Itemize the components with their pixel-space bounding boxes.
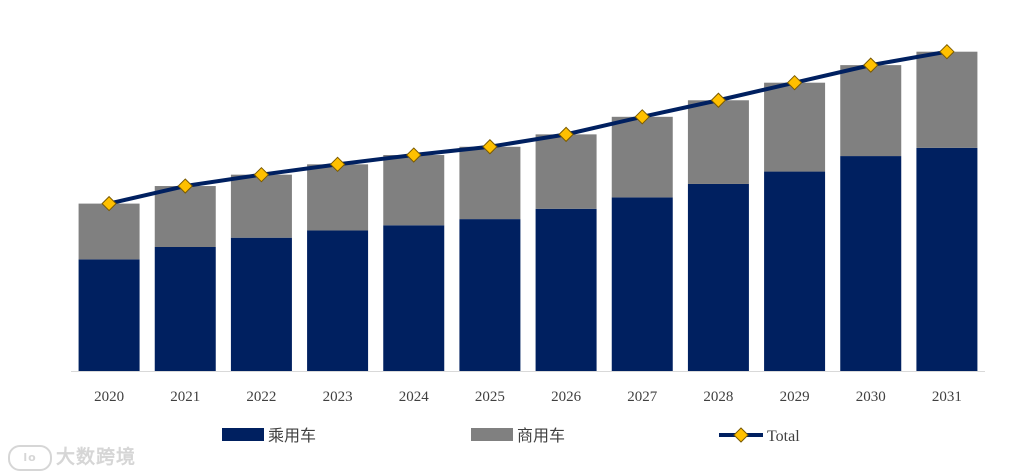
bar-passenger-2021 xyxy=(154,247,216,371)
bar-passenger-2024 xyxy=(383,225,445,371)
bar-commercial-2021 xyxy=(154,186,216,247)
watermark-text: 大数跨境 xyxy=(56,446,137,468)
bar-commercial-2020 xyxy=(78,203,140,260)
bar-commercial-2023 xyxy=(307,164,369,231)
legend-swatch-total-marker xyxy=(733,427,749,443)
x-tick-2030: 2030 xyxy=(856,389,886,405)
legend-label-passenger: 乘用车 xyxy=(268,427,316,445)
bar-passenger-2030 xyxy=(840,156,902,371)
x-tick-2026: 2026 xyxy=(551,389,582,405)
bar-commercial-2022 xyxy=(230,174,292,238)
bar-commercial-2026 xyxy=(535,134,597,209)
bar-passenger-2022 xyxy=(230,237,292,371)
bar-commercial-2025 xyxy=(459,146,521,220)
total-marker-2020 xyxy=(101,195,117,212)
bars-group xyxy=(78,51,978,371)
watermark: lo 大数跨境 xyxy=(8,442,136,471)
x-tick-2022: 2022 xyxy=(246,389,276,405)
total-markers-group xyxy=(101,43,955,212)
bar-passenger-2028 xyxy=(687,183,749,371)
total-marker-2027 xyxy=(634,109,650,125)
total-marker-2025 xyxy=(482,139,498,155)
bar-passenger-2023 xyxy=(307,230,369,371)
bar-commercial-2030 xyxy=(840,65,902,157)
x-tick-2031: 2031 xyxy=(932,389,962,405)
x-axis-ticks: 2020 2021 2022 2023 2024 2025 2026 2027 2028 2029… xyxy=(94,389,962,405)
total-line xyxy=(108,49,948,206)
bar-passenger-2020 xyxy=(78,259,140,371)
bar-commercial-2027 xyxy=(611,116,673,198)
bar-commercial-2028 xyxy=(687,100,749,184)
total-marker-2031 xyxy=(939,43,955,60)
bar-passenger-2029 xyxy=(764,171,826,371)
legend-swatch-commercial xyxy=(471,428,513,441)
bar-passenger-2025 xyxy=(459,219,521,371)
total-marker-2026 xyxy=(558,126,574,143)
bar-commercial-2029 xyxy=(764,82,826,172)
x-tick-2029: 2029 xyxy=(780,389,810,405)
x-tick-2024: 2024 xyxy=(399,389,430,405)
x-tick-2021: 2021 xyxy=(170,389,200,405)
total-marker-2023 xyxy=(329,156,346,173)
total-marker-2030 xyxy=(863,57,879,73)
bar-commercial-2024 xyxy=(383,155,445,226)
legend: 乘用车 商用车 Total xyxy=(222,427,800,445)
total-marker-2021 xyxy=(177,178,193,194)
total-marker-2024 xyxy=(406,147,422,163)
total-marker-2022 xyxy=(253,166,270,183)
legend-label-commercial: 商用车 xyxy=(517,427,565,445)
x-tick-2027: 2027 xyxy=(627,389,658,405)
x-tick-2025: 2025 xyxy=(475,389,505,405)
x-tick-2020: 2020 xyxy=(94,389,124,405)
legend-swatch-passenger xyxy=(222,428,264,441)
watermark-logo-icon: lo xyxy=(8,444,52,471)
bar-passenger-2027 xyxy=(611,197,673,371)
bar-passenger-2026 xyxy=(535,208,597,371)
bar-commercial-2031 xyxy=(916,51,978,148)
x-tick-2028: 2028 xyxy=(703,389,733,405)
total-marker-2029 xyxy=(786,74,803,91)
bar-passenger-2031 xyxy=(916,147,978,371)
total-marker-2028 xyxy=(710,92,727,108)
x-tick-2023: 2023 xyxy=(323,389,353,405)
legend-label-total: Total xyxy=(767,428,800,445)
